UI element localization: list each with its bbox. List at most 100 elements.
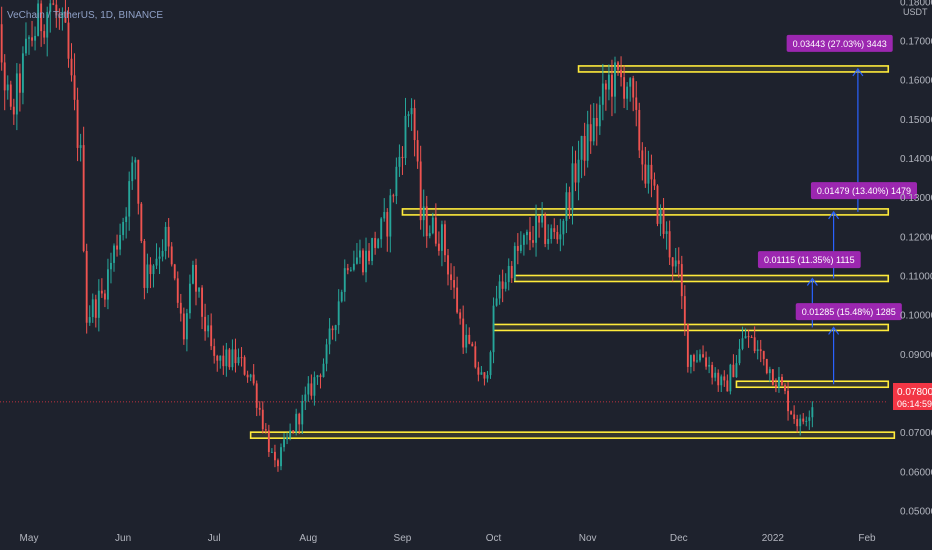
candle	[182, 307, 185, 345]
candle	[805, 416, 808, 427]
candle-body	[428, 233, 431, 237]
candle-body	[392, 195, 395, 197]
candle-body	[61, 12, 64, 19]
time-axis-tick: Jul	[208, 533, 221, 544]
candle-body	[768, 369, 771, 374]
candle-body	[362, 250, 364, 273]
measure-label-bg	[795, 303, 902, 321]
candle-body	[368, 250, 370, 261]
candle-body	[192, 264, 194, 284]
candle-body	[240, 357, 243, 359]
candle-body	[790, 411, 793, 415]
candle	[428, 225, 431, 239]
candle	[43, 24, 46, 45]
candle-body	[100, 290, 103, 294]
candle-body	[802, 418, 805, 422]
candle	[164, 222, 167, 260]
candle	[304, 386, 307, 411]
support-resistance-levels	[249, 65, 896, 439]
candle	[583, 122, 586, 176]
candle	[21, 46, 24, 105]
candle-body	[607, 74, 610, 90]
candle-body	[532, 240, 534, 243]
candle	[97, 279, 100, 332]
candle	[216, 354, 219, 372]
candle	[671, 257, 674, 282]
candle	[632, 75, 635, 112]
candle	[277, 458, 279, 472]
candle-body	[52, 3, 55, 5]
candle	[94, 294, 97, 328]
candle-body	[516, 246, 519, 251]
candle	[188, 274, 191, 319]
candle-body	[113, 245, 115, 263]
time-axis-tick: May	[20, 533, 39, 544]
arrow-head	[852, 67, 864, 77]
candle	[559, 218, 562, 252]
candle-body	[680, 264, 683, 297]
candle-body	[198, 287, 200, 292]
candle	[574, 150, 577, 192]
candle	[422, 189, 425, 237]
candle-body	[583, 135, 586, 161]
candle-body	[556, 231, 559, 240]
candle-body	[359, 250, 361, 258]
candle	[771, 369, 774, 386]
candle-body	[319, 375, 322, 377]
candle-body	[140, 203, 143, 241]
candle	[419, 145, 422, 230]
candle-body	[677, 260, 680, 265]
candle	[522, 233, 525, 256]
candle	[683, 285, 686, 336]
candle-body	[270, 451, 273, 453]
candle	[295, 408, 298, 436]
candle	[425, 195, 428, 248]
candle-body	[778, 376, 780, 388]
candle-body	[738, 348, 741, 364]
candle-body	[453, 280, 456, 288]
candle	[689, 354, 692, 374]
candle-body	[67, 22, 70, 59]
candle	[313, 371, 316, 406]
candle	[307, 376, 310, 402]
candle-body	[213, 346, 216, 356]
time-axis[interactable]: May Jun Jul Aug Sep Oct Nov Dec 2022 Feb	[20, 533, 877, 544]
candle	[107, 258, 109, 310]
candle	[28, 35, 30, 55]
candle-body	[0, 24, 3, 63]
candle	[328, 318, 331, 355]
candle-body	[246, 374, 249, 378]
candle-body	[179, 302, 182, 314]
candle-body	[377, 239, 380, 248]
candle-body	[264, 429, 267, 431]
candle-body	[219, 355, 222, 361]
candle-body	[699, 354, 701, 361]
candle-body	[97, 290, 100, 318]
candle	[762, 350, 765, 366]
candle	[793, 405, 796, 424]
candle-body	[386, 212, 389, 237]
candle	[677, 247, 680, 278]
candle-body	[477, 367, 480, 375]
candle	[331, 325, 334, 340]
candle	[635, 81, 638, 127]
candle	[222, 345, 225, 375]
candle-body	[155, 258, 158, 266]
candle	[595, 103, 598, 146]
candle	[641, 142, 644, 181]
current-price-label: 0.07800 06:14:59	[893, 383, 932, 410]
candle-body	[550, 228, 553, 240]
candle-body	[79, 145, 82, 148]
candle	[249, 373, 252, 382]
candle-body	[355, 257, 358, 264]
candle	[434, 203, 437, 247]
candle-body	[507, 265, 510, 283]
measure-label: 0.01285 (15.48%) 1285	[795, 303, 902, 321]
candle	[113, 243, 115, 272]
candle-body	[334, 325, 337, 331]
candle	[37, 0, 40, 37]
